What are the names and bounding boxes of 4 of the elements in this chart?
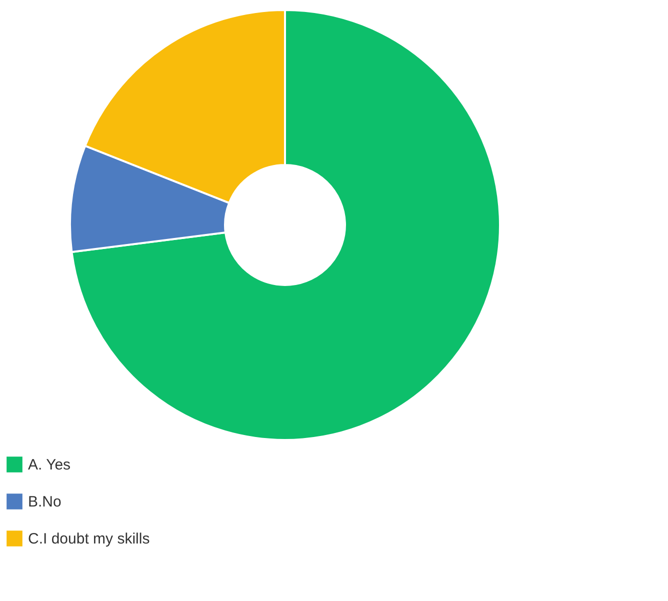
donut-slice (70, 9, 501, 441)
legend-label: C.I doubt my skills (28, 530, 150, 548)
legend-label: B.No (28, 494, 62, 510)
legend-label: A. Yes (28, 456, 71, 474)
